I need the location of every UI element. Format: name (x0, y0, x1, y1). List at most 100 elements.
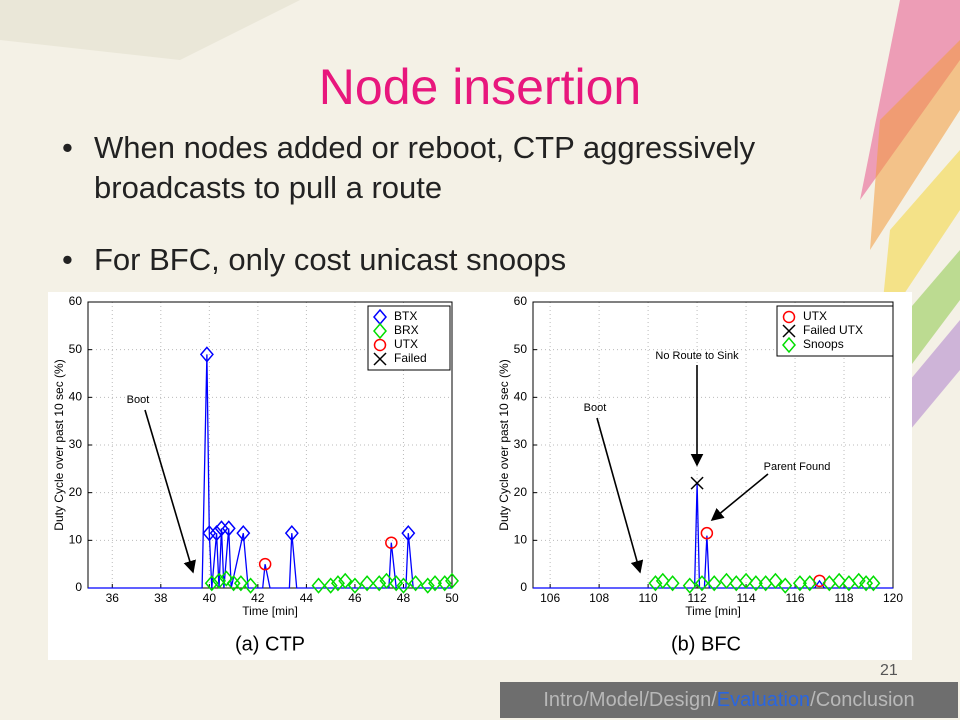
nav-bar: Intro/Model/Design/Evaluation/Conclusion (500, 682, 958, 718)
point (258, 557, 272, 571)
point (311, 577, 326, 594)
point (385, 536, 398, 549)
point (204, 575, 219, 592)
annotation-arrow (596, 417, 644, 574)
legend-label: Failed UTX (803, 323, 863, 337)
legend-marker (373, 338, 387, 352)
annotation: No Route to Sink (655, 350, 739, 362)
x-tick-label: 112 (688, 591, 707, 605)
y-tick-label: 20 (514, 485, 528, 499)
point (372, 575, 387, 592)
point (330, 575, 345, 592)
point (236, 525, 251, 542)
y-tick-label: 10 (514, 533, 528, 547)
nav-item[interactable]: Intro/Model/Design/ (543, 689, 717, 711)
point (389, 575, 404, 592)
x-tick-label: 38 (154, 591, 168, 605)
point (802, 575, 817, 592)
nav-item[interactable]: Evaluation (716, 689, 811, 711)
point (682, 577, 697, 594)
y-tick-label: 50 (69, 342, 83, 356)
bullet: For BFC, only cost unicast snoops (62, 240, 854, 280)
y-tick-label: 50 (514, 342, 528, 356)
x-tick-label: 40 (203, 591, 217, 605)
x-tick-label: 120 (883, 591, 903, 605)
legend-marker (373, 322, 387, 340)
legend-box (367, 305, 451, 371)
x-axis-label: Time [min] (685, 604, 741, 618)
y-tick-label: 10 (69, 533, 83, 547)
legend-marker (782, 310, 796, 324)
y-axis-label: Duty Cycle over past 10 sec (%) (52, 359, 66, 530)
point (792, 575, 807, 592)
x-tick-label: 106 (540, 591, 560, 605)
point (233, 575, 248, 592)
point (420, 577, 435, 594)
y-tick-label: 40 (69, 390, 83, 404)
annotation: Boot (127, 394, 150, 406)
x-tick-label: 36 (106, 591, 120, 605)
x-tick-label: 116 (785, 591, 804, 605)
point (284, 525, 299, 542)
legend-marker (373, 352, 387, 366)
legend-label: UTX (394, 337, 418, 351)
point (707, 575, 722, 592)
point (243, 577, 258, 594)
point (655, 572, 670, 590)
point (338, 572, 353, 590)
y-tick-label: 40 (514, 390, 528, 404)
x-tick-label: 108 (589, 591, 609, 605)
annotation-arrow (144, 409, 196, 574)
point (739, 572, 754, 590)
point (690, 476, 704, 490)
caption: (a) CTP (235, 633, 305, 655)
point (396, 577, 411, 594)
y-tick-label: 60 (514, 294, 528, 308)
point (648, 575, 663, 592)
caption: (b) BFC (671, 633, 741, 655)
x-tick-label: 48 (397, 591, 411, 605)
point (428, 575, 443, 592)
nav-item[interactable]: /Conclusion (810, 689, 915, 711)
point (199, 346, 214, 363)
x-tick-label: 110 (639, 591, 658, 605)
y-tick-label: 60 (69, 294, 83, 308)
point (851, 572, 866, 590)
point (719, 572, 734, 590)
background-stripes (0, 0, 960, 430)
y-tick-label: 0 (520, 580, 527, 594)
point (360, 575, 375, 592)
point (323, 577, 338, 594)
legend-label: Snoops (803, 337, 844, 351)
legend-marker (782, 324, 796, 338)
x-tick-label: 50 (445, 591, 459, 605)
slide-title: Node insertion (318, 59, 642, 115)
point (445, 572, 459, 590)
x-tick-label: 114 (736, 591, 755, 605)
point (408, 575, 423, 592)
x-tick-label: 44 (300, 591, 314, 605)
annotation-arrow (710, 473, 769, 522)
legend-marker (782, 336, 796, 354)
point (748, 575, 763, 592)
y-tick-label: 30 (514, 437, 528, 451)
point (212, 572, 227, 590)
point (778, 577, 793, 594)
x-axis-label: Time [min] (242, 604, 298, 618)
annotation: Parent Found (764, 461, 831, 473)
point (379, 572, 394, 590)
point (832, 572, 847, 590)
figure-panel (48, 292, 912, 660)
point (221, 520, 236, 537)
annotation: Boot (584, 402, 607, 414)
x-tick-label: 118 (834, 591, 853, 605)
point (347, 577, 362, 594)
y-tick-label: 0 (75, 580, 82, 594)
y-tick-label: 20 (69, 485, 83, 499)
x-tick-label: 42 (251, 591, 265, 605)
y-tick-label: 30 (69, 437, 83, 451)
page-number: 21 (880, 662, 898, 679)
legend-label: Failed (394, 351, 427, 365)
